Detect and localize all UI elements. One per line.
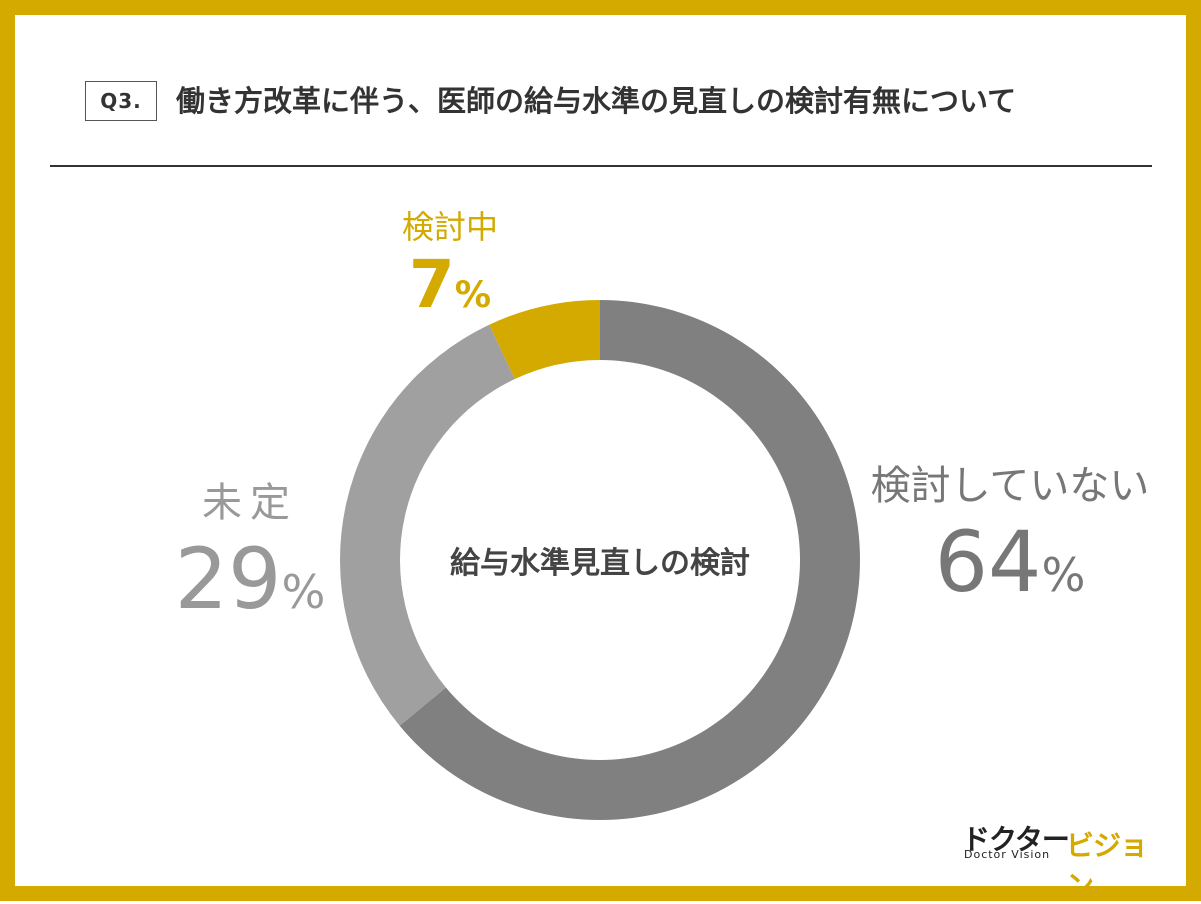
- label-considering-value: 7%: [408, 246, 492, 323]
- slice-not-considering: [399, 300, 861, 821]
- doctor-vision-logo: ドクター ビジョン Doctor Vision: [962, 823, 1148, 902]
- label-undecided: 未定 29%: [155, 475, 345, 640]
- label-considering: 検討中 7%: [385, 205, 515, 331]
- title-divider: [50, 165, 1152, 167]
- label-undecided-name: 未定: [202, 480, 298, 526]
- question-badge: Q3.: [85, 81, 157, 121]
- slice-considering: [489, 300, 600, 380]
- label-not-considering: 検討していない 64%: [855, 458, 1165, 623]
- label-not-considering-value: 64%: [934, 513, 1086, 611]
- donut-center-label: 給与水準見直しの検討: [450, 546, 750, 581]
- page-title: 働き方改革に伴う、医師の給与水準の見直しの検討有無について: [176, 84, 1017, 118]
- slice-undecided: [340, 324, 515, 726]
- label-not-considering-name: 検討していない: [870, 463, 1150, 509]
- label-undecided-value: 29%: [174, 530, 326, 628]
- label-considering-name: 検討中: [401, 208, 498, 246]
